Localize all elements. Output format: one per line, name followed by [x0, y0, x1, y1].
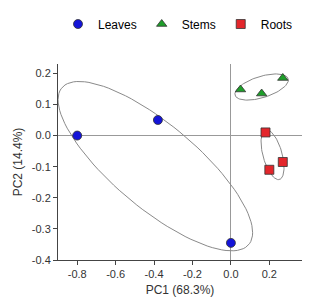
svg-text:-0.6: -0.6	[106, 268, 125, 280]
svg-text:-0.4: -0.4	[145, 268, 164, 280]
svg-text:Leaves: Leaves	[98, 18, 137, 32]
svg-text:Roots: Roots	[261, 18, 292, 32]
svg-text:-0.3: -0.3	[32, 223, 51, 235]
svg-text:0.0: 0.0	[36, 129, 51, 141]
svg-text:-0.8: -0.8	[68, 268, 87, 280]
svg-text:PC2 (14.4%): PC2 (14.4%)	[11, 128, 25, 197]
svg-text:-0.2: -0.2	[32, 192, 51, 204]
svg-text:0.0: 0.0	[223, 268, 238, 280]
svg-text:0.1: 0.1	[36, 98, 51, 110]
svg-text:PC1 (68.3%): PC1 (68.3%)	[146, 283, 215, 297]
svg-text:-0.4: -0.4	[32, 254, 51, 266]
svg-text:-0.1: -0.1	[32, 161, 51, 173]
svg-text:-0.2: -0.2	[183, 268, 202, 280]
svg-text:0.2: 0.2	[262, 268, 277, 280]
svg-text:0.2: 0.2	[36, 67, 51, 79]
svg-text:Stems: Stems	[182, 18, 216, 32]
